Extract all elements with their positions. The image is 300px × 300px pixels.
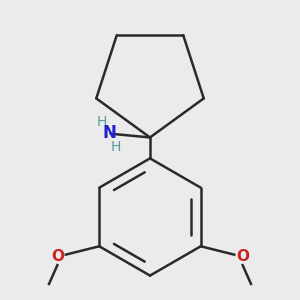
Text: O: O [51,249,64,264]
Text: H: H [111,140,121,154]
Text: O: O [236,249,249,264]
Text: H: H [96,115,106,129]
Text: N: N [103,124,117,142]
